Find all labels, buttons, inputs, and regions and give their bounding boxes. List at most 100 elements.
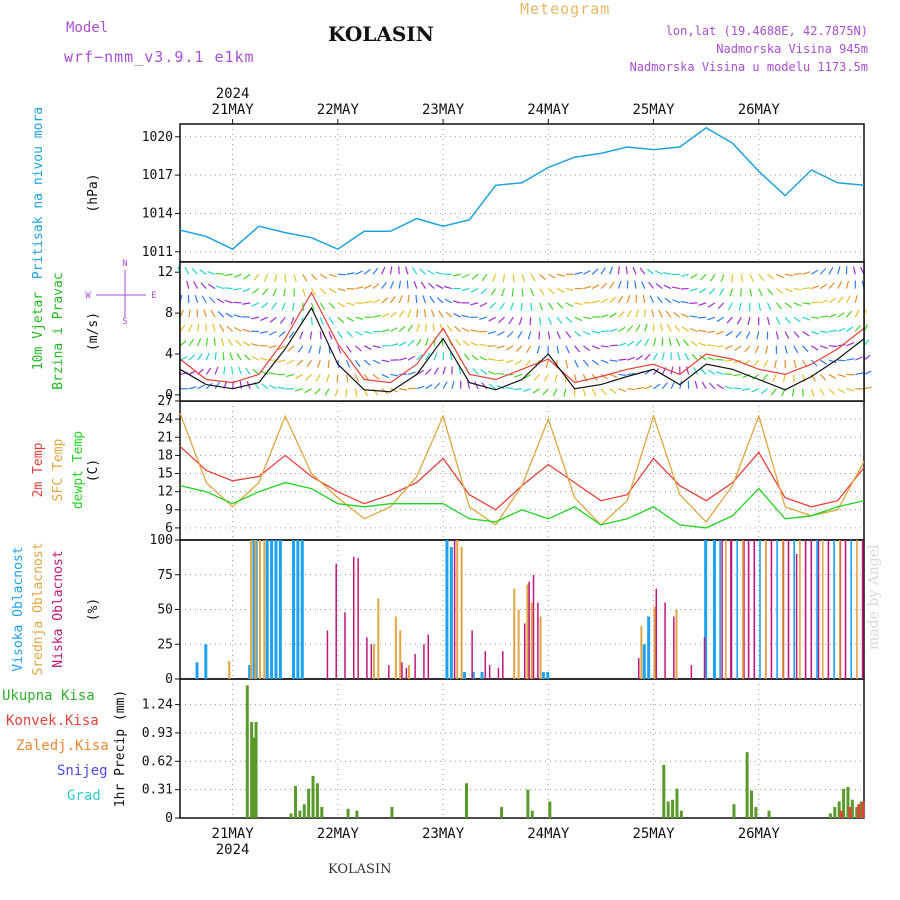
model-altitude-label: Nadmorska Visina u modelu 1173.5m	[629, 60, 868, 74]
wind-arrow	[514, 373, 523, 378]
wind-arrow	[487, 330, 496, 335]
wind-arrow	[828, 282, 835, 289]
wind-arrow	[609, 266, 613, 275]
wind-arrow	[526, 345, 532, 353]
wind-arrow	[188, 370, 197, 375]
wind-arrow	[470, 341, 479, 347]
cloud-bar	[742, 540, 744, 679]
wind-arrow	[354, 345, 362, 352]
wind-arrow	[336, 374, 339, 383]
precip-bar	[750, 790, 753, 818]
wind-arrow	[337, 345, 342, 354]
wind-arrow	[574, 331, 582, 337]
wind-arrow	[609, 281, 615, 289]
wind-arrow	[720, 274, 725, 283]
wind-arrow	[725, 331, 733, 337]
wind-arrow	[811, 301, 820, 304]
panel-unit-label: (m/s)	[86, 312, 101, 351]
wind-arrow	[317, 359, 321, 368]
wind-arrow	[689, 327, 698, 333]
x-tick-label-top: 25MAY	[632, 102, 675, 118]
cloud-bar	[844, 540, 847, 679]
wind-arrow	[513, 388, 523, 391]
y-tick-label: 1011	[142, 245, 173, 260]
wind-arrow	[784, 316, 791, 324]
wind-gust-series-line	[179, 306, 865, 393]
wind-arrow	[532, 388, 540, 394]
precip-bar	[298, 810, 302, 818]
wind-arrow	[635, 294, 638, 303]
wind-arrow	[381, 281, 387, 289]
wind-arrow	[784, 345, 788, 354]
cloud-bar	[258, 540, 261, 679]
wind-arrow	[663, 272, 672, 275]
wind-arrow	[708, 288, 716, 295]
wind-arrow	[253, 273, 260, 281]
wind-arrow	[480, 288, 488, 295]
cloud-bar	[401, 662, 403, 679]
wind-arrow	[600, 359, 609, 364]
x-tick-label-top: 21MAY	[212, 102, 255, 118]
wind-arrow	[381, 359, 390, 363]
wind-arrow	[784, 302, 792, 309]
wind-arrow	[635, 309, 639, 318]
wind-arrow	[724, 385, 733, 390]
wind-arrow	[406, 280, 409, 289]
cloud-bar	[449, 546, 453, 679]
wind-arrow	[319, 288, 327, 295]
wind-arrow	[791, 388, 795, 397]
y-tick-label: 21	[157, 430, 173, 445]
wind-arrow	[363, 359, 371, 366]
wind-arrow	[685, 366, 690, 375]
wind-arrow	[412, 267, 418, 275]
cloud-bar	[388, 665, 390, 679]
wind-arrow	[600, 267, 606, 275]
cloud-bar	[539, 616, 542, 679]
cloud-bar	[456, 540, 459, 679]
wind-arrow	[314, 388, 321, 395]
cloud-bar	[278, 540, 282, 679]
wind-arrow	[828, 329, 837, 333]
wind-arrow	[749, 288, 753, 297]
cloud-bar	[703, 637, 706, 679]
precip-bar	[662, 764, 666, 818]
wind-arrow	[435, 271, 444, 275]
cloud-bar	[664, 602, 666, 679]
wind-arrow	[717, 302, 725, 310]
wind-arrow	[583, 316, 592, 320]
cloud-bar	[471, 672, 475, 679]
wind-arrow	[188, 386, 197, 390]
wind-arrow	[591, 359, 599, 366]
wind-arrow	[429, 295, 435, 304]
precip-bar	[828, 813, 832, 818]
wind-arrow	[364, 300, 373, 304]
wind-arrow	[609, 328, 618, 333]
wind-arrow	[243, 354, 251, 361]
wind-arrow	[461, 314, 470, 318]
wind-arrow	[689, 315, 698, 318]
wind-arrow	[439, 323, 444, 332]
y-tick-label: 0.62	[142, 754, 173, 769]
wind-arrow	[498, 316, 505, 324]
wind-arrow	[203, 309, 207, 318]
wind-arrow	[625, 266, 628, 275]
wind-arrow	[287, 345, 295, 352]
wind-arrow	[328, 331, 333, 340]
wind-arrow	[416, 309, 419, 318]
wind-arrow	[224, 299, 233, 304]
wind-arrow	[744, 345, 751, 353]
cloud-bar	[827, 540, 830, 679]
wind-arrow	[508, 316, 514, 325]
wind-arrow	[538, 331, 541, 340]
wind-arrow	[719, 288, 725, 296]
precip-legend-0: Ukupna Kisa	[2, 688, 95, 704]
wind-arrow	[819, 299, 828, 304]
wind-arrow	[863, 354, 871, 361]
wind-arrow	[286, 359, 295, 365]
wind-arrow	[281, 302, 286, 311]
wind-arrow	[706, 344, 715, 347]
wind-arrow	[398, 295, 403, 304]
wind-arrow	[179, 340, 187, 347]
wind-arrow	[846, 326, 854, 332]
wind-speed-series-line	[179, 291, 865, 384]
